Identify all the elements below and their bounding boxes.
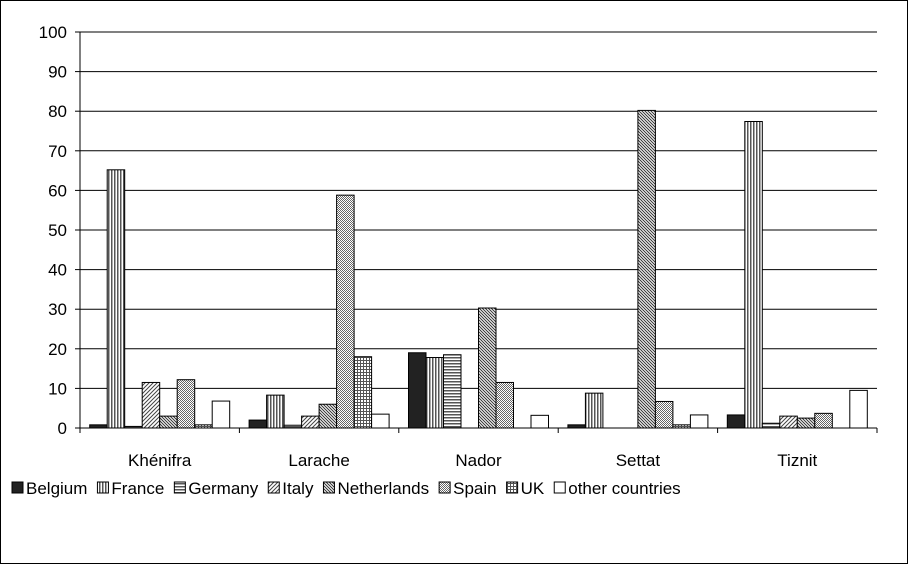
- bar-netherlands: [796, 417, 816, 429]
- legend-item: Spain: [438, 479, 497, 498]
- legend-item: Germany: [173, 479, 259, 498]
- legend-swatch: [322, 481, 335, 494]
- legend-swatch: [173, 481, 186, 494]
- bar-spain: [336, 194, 355, 429]
- bars: [89, 109, 868, 429]
- legend-item: Belgium: [11, 479, 87, 498]
- y-tick-label: 30: [48, 300, 67, 319]
- x-tick-label: Nador: [455, 451, 502, 470]
- bar-france: [266, 394, 285, 429]
- bar-other-countries: [689, 414, 709, 429]
- y-tick-label: 40: [48, 261, 67, 280]
- bar-italy: [301, 415, 320, 429]
- legend-label: Spain: [453, 479, 496, 498]
- x-axis-tick-labels: Khénifra Larache Nador Settat Tiznit: [128, 451, 818, 470]
- bar-italy: [141, 381, 161, 429]
- bar-belgium: [408, 352, 427, 429]
- bar-netherlands: [159, 415, 178, 429]
- bar-uk: [353, 356, 373, 429]
- x-tick-label: Larache: [288, 451, 349, 470]
- bar-netherlands: [478, 307, 497, 429]
- bar-other-countries: [530, 414, 549, 429]
- y-tick-label: 50: [48, 221, 67, 240]
- legend-swatch: [11, 481, 24, 494]
- x-tick-label: Tiznit: [777, 451, 817, 470]
- y-axis-tick-labels: 0 10 20 30 40 50 60 70 80 90 100: [39, 23, 67, 438]
- bar-spain: [814, 412, 833, 429]
- bar-spain: [654, 400, 674, 429]
- axes: [75, 31, 878, 433]
- bar-other-countries: [849, 389, 868, 429]
- bar-belgium: [726, 414, 746, 429]
- y-tick-label: 100: [39, 23, 67, 42]
- y-tick-label: 10: [48, 379, 67, 398]
- bar-italy: [779, 415, 798, 429]
- bar-netherlands: [318, 403, 338, 429]
- legend-label: France: [111, 479, 164, 498]
- y-tick-label: 90: [48, 63, 67, 82]
- bar-other-countries: [211, 400, 231, 429]
- bar-france: [584, 392, 604, 429]
- legend-item: other countries: [553, 479, 681, 498]
- y-tick-label: 70: [48, 142, 67, 161]
- bar-belgium: [248, 419, 268, 429]
- legend-label: Belgium: [26, 479, 87, 498]
- gridlines: [80, 31, 877, 389]
- bar-germany: [761, 422, 781, 429]
- legend-label: UK: [521, 479, 545, 498]
- bar-france: [744, 120, 763, 429]
- y-tick-label: 20: [48, 340, 67, 359]
- y-tick-label: 60: [48, 181, 67, 200]
- x-tick-label: Khénifra: [128, 451, 192, 470]
- legend-item: UK: [506, 479, 545, 498]
- legend-item: France: [96, 479, 164, 498]
- legend-label: Germany: [188, 479, 258, 498]
- legend-swatch: [267, 481, 280, 494]
- legend-swatch: [506, 481, 519, 494]
- bar-spain: [176, 379, 196, 429]
- bar-other-countries: [371, 413, 390, 429]
- legend-swatch: [96, 481, 109, 494]
- legend-label: Netherlands: [337, 479, 429, 498]
- legend-swatch: [553, 481, 566, 494]
- bar-france: [425, 357, 444, 429]
- y-tick-label: 80: [48, 102, 67, 121]
- legend-label: other countries: [568, 479, 680, 498]
- bar-netherlands: [637, 109, 656, 429]
- bar-france: [106, 169, 126, 429]
- legend-item: Netherlands: [322, 479, 429, 498]
- x-tick-label: Settat: [616, 451, 661, 470]
- legend-item: Italy: [267, 479, 314, 498]
- legend: Belgium France Germany Italy Netherlands Spai…: [11, 479, 681, 498]
- bar-germany: [443, 354, 462, 429]
- legend-label: Italy: [282, 479, 314, 498]
- y-tick-label: 0: [58, 419, 67, 438]
- legend-swatch: [438, 481, 451, 494]
- bar-spain: [495, 381, 514, 429]
